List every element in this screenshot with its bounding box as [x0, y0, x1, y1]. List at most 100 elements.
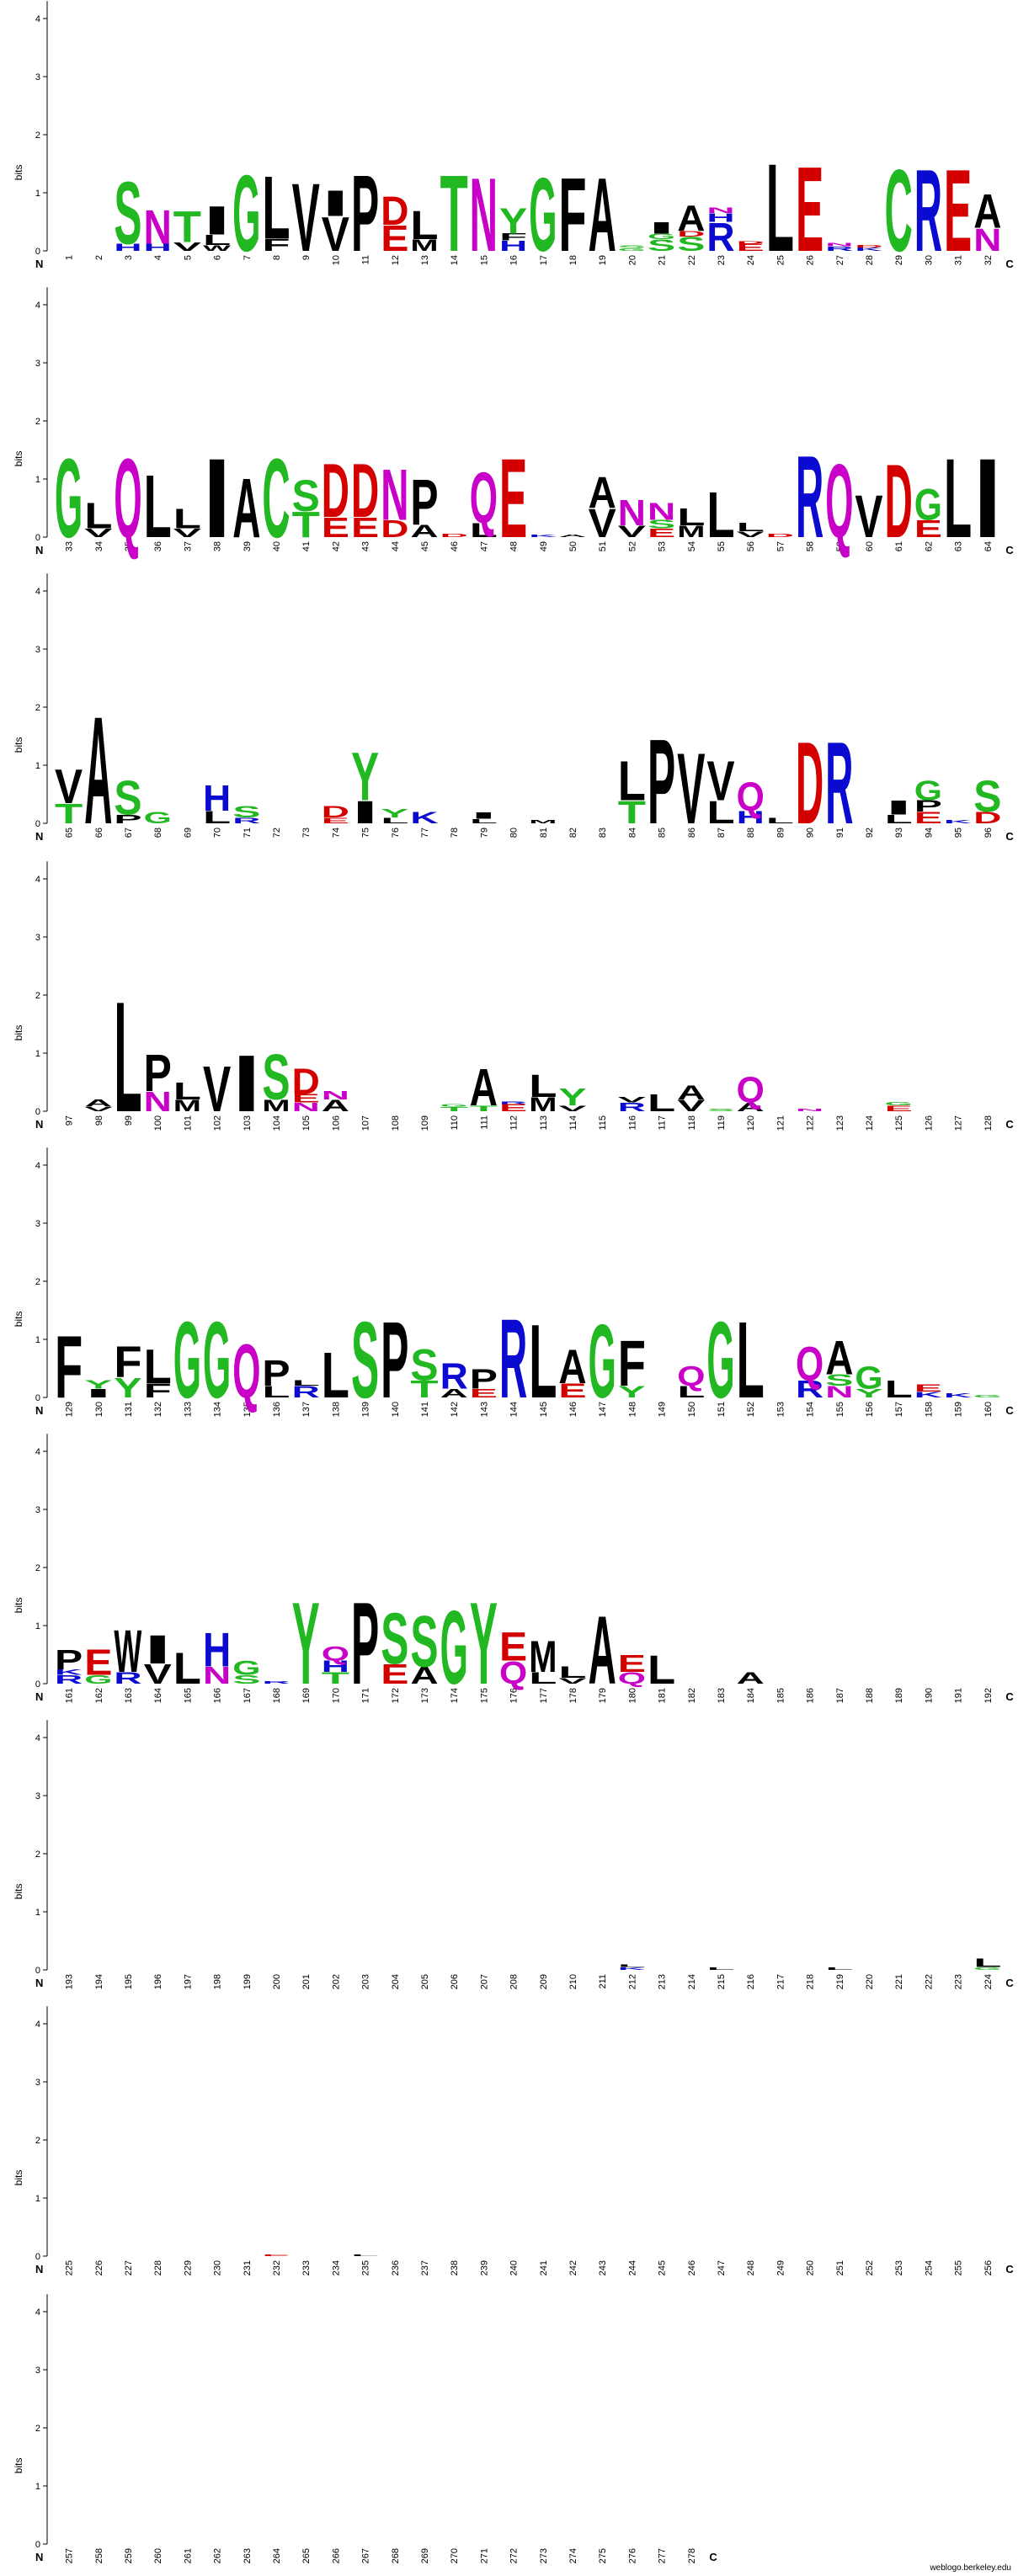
y-tick-label: 0 [35, 1966, 40, 1976]
logo-letter-Q: Q [618, 1669, 646, 1687]
logo-letter-P: P [381, 1299, 408, 1421]
logo-letter-S: S [262, 1041, 290, 1113]
logo-letter-G: G [440, 1103, 468, 1107]
position-label: 211 [598, 1974, 608, 1989]
position-label: 104 [272, 1115, 282, 1131]
position-label: 91 [835, 828, 845, 838]
c-terminus-label: C [1005, 1690, 1014, 1703]
logo-letter-V: V [677, 1097, 705, 1115]
y-tick-label: 2 [35, 130, 40, 141]
position-label: 276 [627, 2548, 637, 2563]
logo-letter-A: A [84, 1099, 112, 1110]
logo-letter-L: L [766, 817, 794, 826]
logo-letter-T: T [440, 153, 468, 275]
logo-letter-D: D [973, 809, 1001, 827]
position-label: 6 [213, 255, 223, 260]
position-label: 258 [94, 2548, 104, 2563]
logo-letter-I: I [203, 199, 231, 243]
position-label: 10 [331, 255, 341, 265]
logo-letter-R: R [292, 1383, 320, 1401]
position-label: 135 [243, 1402, 253, 1417]
logo-letter-S: S [292, 471, 320, 521]
logo-letter-K: K [55, 1668, 83, 1677]
logo-letter-L: L [944, 434, 972, 562]
position-label: 277 [658, 2548, 668, 2563]
position-label: 64 [983, 541, 994, 551]
logo-letter-A: A [558, 534, 586, 538]
logo-letter-E: E [914, 1383, 942, 1394]
logo-letter-L: L [173, 1645, 201, 1694]
position-label: 25 [775, 255, 786, 265]
position-label: 240 [509, 2260, 520, 2275]
position-label: 44 [391, 541, 401, 551]
logo-letter-R: R [914, 145, 942, 276]
logo-letter-T: T [440, 1105, 469, 1112]
position-label: 200 [272, 1974, 282, 1989]
position-label: 252 [865, 2260, 875, 2275]
logo-letter-N: N [648, 498, 675, 525]
y-tick-label: 0 [35, 1107, 40, 1117]
logo-letter-T: T [618, 794, 647, 830]
position-label: 142 [450, 1402, 460, 1417]
position-label: 154 [806, 1402, 816, 1417]
logo-letter-E: E [885, 1104, 913, 1113]
position-label: 195 [124, 1974, 134, 1989]
position-label: 226 [94, 2260, 104, 2275]
logo-letter-L: L [351, 2254, 379, 2256]
logo-letter-Y: Y [618, 1383, 646, 1401]
logo-letter-N: N [825, 1383, 853, 1401]
logo-letter-S: S [232, 1673, 260, 1686]
position-label: 187 [835, 1688, 845, 1703]
logo-letter-Q: Q [796, 1336, 823, 1391]
position-label: 256 [983, 2260, 994, 2275]
logo-letter-S: S [973, 772, 1001, 822]
y-tick-label: 2 [35, 991, 40, 1001]
logo-letter-E: E [262, 2254, 290, 2256]
position-label: 128 [983, 1115, 994, 1131]
y-axis-label: bits [13, 2170, 24, 2186]
position-label: 148 [627, 1402, 637, 1417]
position-label: 126 [924, 1115, 934, 1131]
logo-letter-P: P [262, 1353, 290, 1393]
position-label: 16 [509, 255, 520, 265]
position-label: 79 [479, 828, 489, 838]
logo-letter-Y: Y [381, 806, 408, 820]
logo-letter-E: E [796, 141, 823, 276]
position-label: 158 [924, 1402, 934, 1417]
position-label: 214 [687, 1974, 697, 1989]
position-label: 115 [598, 1115, 608, 1131]
position-label: 81 [539, 828, 549, 838]
position-label: 48 [509, 541, 520, 551]
logo-letter-D: D [737, 240, 765, 244]
position-label: 201 [301, 1974, 312, 1989]
logo-letter-Y: Y [499, 200, 527, 241]
position-label: 160 [983, 1402, 994, 1417]
position-label: 8 [272, 255, 282, 260]
y-tick-label: 0 [35, 819, 40, 829]
logo-letter-E: E [737, 242, 765, 253]
position-label: 217 [775, 1974, 786, 1989]
position-label: 82 [568, 828, 578, 838]
position-label: 1 [65, 255, 75, 260]
position-label: 236 [391, 2260, 401, 2275]
logo-letter-P: P [470, 1364, 498, 1395]
position-label: 272 [509, 2548, 520, 2563]
position-label: 145 [539, 1402, 549, 1417]
logo-letter-R: R [440, 1357, 468, 1397]
logo-letter-I: I [648, 219, 675, 237]
logo-letter-G: G [232, 154, 260, 275]
logo-letter-P: P [351, 152, 379, 274]
position-label: 62 [924, 541, 934, 551]
logo-letter-Q: Q [114, 436, 141, 562]
logo-letter-A: A [410, 1662, 438, 1689]
logo-letter-I: I [144, 1627, 172, 1672]
y-tick-label: 0 [35, 1393, 40, 1403]
position-label: 229 [183, 2260, 193, 2275]
logo-letter-S: S [677, 233, 705, 255]
c-terminus-label: C [709, 2551, 717, 2563]
logo-letter-V: V [589, 502, 617, 546]
logo-row-9: 0 1 2 3 4 bits N 257 258 259 260 261 262 263 264 265 266… [13, 2294, 717, 2563]
position-label: 242 [568, 2260, 578, 2275]
logo-letter-F: F [114, 1339, 141, 1387]
